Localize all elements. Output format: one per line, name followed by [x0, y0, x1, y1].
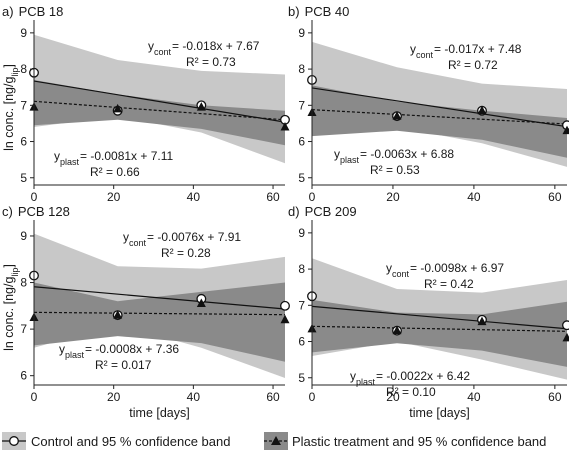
panel-letter: b)	[288, 4, 300, 19]
x-tick-label: 40	[467, 390, 481, 404]
y-tick-label: 9	[298, 226, 305, 240]
control-equation-rhs: = -0.0076x + 7.91	[147, 230, 241, 244]
y-axis-title: ln conc. [ng/glip]	[2, 264, 20, 351]
legend-plastic-label: Plastic treatment and 95 % confidence ba…	[292, 434, 546, 449]
y-tick-label: 7	[298, 298, 305, 312]
panel-letter: a)	[2, 4, 14, 19]
y-axis-title-end: ]	[2, 64, 16, 67]
control-r-squared: R² = 0.28	[161, 246, 211, 260]
control-equation-rhs: = -0.0098x + 6.97	[410, 261, 504, 275]
y-tick-label: 6	[20, 135, 27, 149]
y-tick-label: 8	[298, 262, 305, 276]
y-tick-label: 9	[298, 26, 305, 40]
y-tick-label: 8	[20, 276, 27, 290]
x-tick-label: 60	[548, 190, 562, 204]
x-axis-title: time [days]	[129, 406, 189, 420]
plastic-equation-rhs: = -0.0063x + 6.88	[360, 147, 454, 161]
x-tick-label: 40	[187, 190, 201, 204]
x-tick-label: 0	[309, 390, 316, 404]
y-tick-label: 7	[20, 98, 27, 112]
panel-label: c) PCB 128	[2, 204, 70, 219]
control-r-squared: R² = 0.72	[448, 58, 498, 72]
y-axis-title-sub: lip	[10, 68, 20, 77]
y-tick-label: 9	[20, 26, 27, 40]
panel-letter: d)	[288, 204, 300, 219]
y-tick-label: 5	[298, 171, 305, 185]
y-tick-label: 9	[20, 229, 27, 243]
panel-label: b) PCB 40	[288, 4, 349, 19]
y-tick-label: 6	[298, 335, 305, 349]
y-tick-label: 6	[20, 369, 27, 383]
control-r-squared: R² = 0.42	[424, 277, 474, 291]
plastic-equation-rhs: = -0.0022x + 6.42	[376, 369, 470, 383]
y-tick-label: 6	[298, 135, 305, 149]
plastic-r-squared: R² = 0.66	[90, 165, 140, 179]
plastic-equation-rhs: = -0.0081x + 7.11	[80, 149, 174, 163]
plastic-r-squared: R² = 0.53	[370, 163, 420, 177]
y-axis-title-main: ln conc. [ng/g	[2, 277, 16, 351]
control-equation-rhs: = -0.018x + 7.67	[172, 39, 260, 53]
x-tick-label: 20	[107, 390, 121, 404]
x-tick-label: 20	[107, 190, 121, 204]
plastic-equation-subscript: plast	[60, 157, 80, 167]
y-axis-title-main: ln conc. [ng/g	[2, 77, 16, 151]
y-tick-label: 7	[20, 322, 27, 336]
x-tick-label: 40	[467, 190, 481, 204]
plastic-equation-subscript: plast	[356, 377, 376, 387]
control-equation-subscript: cont	[154, 47, 172, 57]
panel-title: PCB 18	[19, 4, 64, 19]
control-r-squared: R² = 0.73	[186, 55, 236, 69]
panel-letter: c)	[2, 204, 13, 219]
plastic-equation-subscript: plast	[65, 350, 85, 360]
control-equation-subscript: cont	[416, 50, 434, 60]
y-tick-label: 8	[298, 62, 305, 76]
x-tick-label: 0	[31, 190, 38, 204]
control-data-point	[563, 321, 569, 330]
plastic-r-squared: R² = 0.10	[386, 385, 436, 399]
legend-control-swatch	[2, 432, 26, 450]
panel-label: d) PCB 209	[288, 204, 357, 219]
plastic-r-squared: R² = 0.017	[95, 358, 152, 372]
legend-control-label: Control and 95 % confidence band	[31, 434, 230, 449]
x-tick-label: 20	[386, 190, 400, 204]
y-axis-title: ln conc. [ng/glip]	[2, 64, 20, 151]
plastic-equation-subscript: plast	[340, 155, 360, 165]
y-tick-label: 5	[20, 171, 27, 185]
y-tick-label: 8	[20, 62, 27, 76]
y-tick-label: 5	[298, 371, 305, 385]
legend-control-marker	[10, 437, 19, 446]
x-tick-label: 40	[187, 390, 201, 404]
control-equation-rhs: = -0.017x + 7.48	[434, 42, 522, 56]
panel-title: PCB 128	[18, 204, 70, 219]
panel-label: a) PCB 18	[2, 4, 63, 19]
legend: Control and 95 % confidence band Plastic…	[2, 432, 546, 450]
x-tick-label: 0	[309, 190, 316, 204]
x-tick-label: 60	[266, 390, 280, 404]
y-axis-title-sub: lip	[10, 268, 20, 277]
legend-plastic-swatch	[264, 432, 288, 450]
x-tick-label: 60	[548, 390, 562, 404]
control-data-point	[281, 302, 290, 311]
control-equation-subscript: cont	[129, 238, 147, 248]
plastic-equation-rhs: = -0.0008x + 7.36	[85, 342, 179, 356]
panel-title: PCB 209	[305, 204, 357, 219]
panel-3: 6 7 8 9 0 20 40 60 c) PCB 128 ln conc. [ng/glip] ti…	[2, 204, 290, 420]
x-axis-title: time [days]	[409, 406, 469, 420]
y-axis-title-end: ]	[2, 264, 16, 267]
panel-title: PCB 40	[305, 4, 350, 19]
y-tick-label: 7	[298, 98, 305, 112]
x-tick-label: 60	[266, 190, 280, 204]
control-equation-subscript: cont	[392, 269, 410, 279]
x-tick-label: 0	[31, 390, 38, 404]
